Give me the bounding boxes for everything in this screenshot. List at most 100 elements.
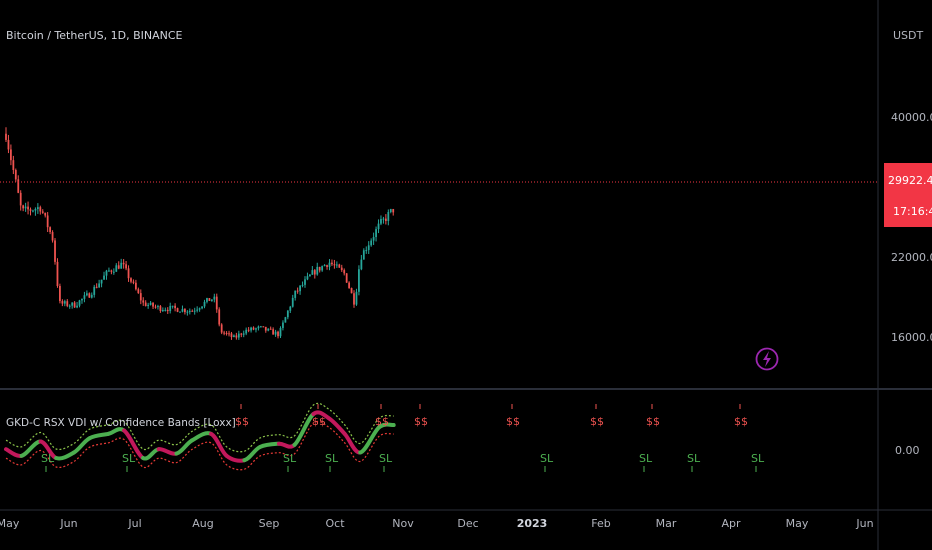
candle-body: [355, 291, 358, 305]
symbol-title[interactable]: Bitcoin / TetherUS, 1D, BINANCE: [6, 29, 183, 42]
candle-body: [340, 267, 343, 271]
candle-body: [19, 192, 22, 206]
candle-body: [370, 240, 373, 246]
candle-body: [208, 298, 211, 301]
vdi-line-segment: [358, 425, 382, 455]
candle-body: [348, 282, 351, 289]
time-tick-label: Mar: [656, 517, 677, 530]
candle-body: [117, 265, 120, 269]
candle-body: [100, 279, 103, 284]
time-tick-label: 2023: [517, 517, 548, 530]
candle-body: [372, 237, 375, 241]
candle-body: [269, 328, 272, 330]
candle-body: [210, 299, 213, 301]
candle-body: [250, 327, 252, 331]
take-profit-label: $$: [590, 415, 604, 428]
currency-label: USDT: [893, 29, 924, 42]
candle-body: [51, 232, 54, 241]
candle-body: [110, 270, 113, 272]
candle-body: [230, 333, 233, 338]
candle-body: [49, 227, 52, 233]
candle-body: [32, 210, 34, 212]
candle-body: [152, 302, 154, 307]
candle-body: [242, 333, 245, 335]
candle-body: [257, 326, 260, 329]
candle-body: [247, 329, 250, 331]
candle-body: [267, 328, 270, 331]
candle-body: [157, 306, 159, 308]
candle-body: [181, 308, 184, 312]
candle-body: [171, 305, 174, 307]
candle-body: [184, 308, 186, 313]
candle-body: [272, 329, 275, 335]
current-price-badge: [884, 163, 932, 227]
flash-badge-icon[interactable]: [755, 347, 779, 371]
vdi-line-segment: [87, 431, 111, 441]
stop-loss-label: SL: [41, 452, 55, 465]
candle-body: [159, 306, 162, 311]
candle-body: [61, 301, 64, 304]
candle-body: [323, 265, 326, 267]
candle-body: [71, 302, 74, 306]
candle-body: [137, 289, 140, 294]
take-profit-label: $$: [506, 415, 520, 428]
candle-body: [353, 293, 355, 305]
candle-body: [301, 284, 304, 286]
candle-body: [201, 306, 203, 309]
candle-body: [59, 285, 61, 302]
time-tick-label: Nov: [392, 517, 414, 530]
time-axis: May Jun Jul Aug Sep Oct Nov Dec 2023 Feb Mar Apr May…: [0, 517, 874, 530]
stop-loss-label: SL: [540, 452, 554, 465]
candle-body: [264, 326, 267, 331]
indicator-tick: 0.00: [895, 444, 920, 457]
candle-body: [338, 264, 341, 268]
stop-loss-label: SL: [122, 452, 136, 465]
take-profit-label: $$: [375, 415, 389, 428]
candle-body: [41, 211, 44, 213]
candle-body: [63, 301, 66, 304]
candle-body: [127, 268, 130, 279]
candle-body: [392, 209, 395, 213]
candle-body: [389, 209, 392, 213]
candle-body: [223, 332, 226, 334]
candle-body: [88, 293, 91, 298]
vdi-line-segment: [19, 439, 43, 458]
candle-body: [380, 219, 382, 224]
candle-body: [12, 160, 15, 171]
take-profit-label: $$: [235, 415, 249, 428]
candle-body: [73, 302, 76, 308]
candle-body: [367, 245, 370, 251]
candle-body: [108, 270, 110, 272]
indicator-title[interactable]: GKD-C RSX VDI w/ Confidence Bands [Loxx]: [6, 417, 236, 429]
time-tick-label: Jun: [59, 517, 77, 530]
candle-body: [166, 309, 169, 312]
vdi-line-segment: [257, 441, 281, 449]
candle-body: [196, 309, 199, 311]
candle-body: [125, 264, 127, 269]
candle-body: [284, 317, 287, 323]
candle-body: [333, 264, 336, 266]
candle-body: [279, 327, 282, 337]
stop-loss-label: SL: [325, 452, 339, 465]
candle-body: [291, 297, 294, 307]
time-tick-label: May: [786, 517, 809, 530]
time-tick-label: Jul: [127, 517, 141, 530]
candle-body: [277, 331, 279, 337]
bar-countdown-label: 17:16:47: [893, 205, 932, 218]
candle-body: [90, 294, 93, 298]
candle-body: [274, 331, 277, 335]
candle-body: [304, 279, 306, 285]
candle-body: [34, 209, 37, 211]
candle-body: [98, 283, 101, 288]
candle-body: [350, 288, 353, 294]
candle-body: [308, 274, 311, 277]
candle-body: [191, 310, 194, 312]
candle-body: [176, 308, 179, 312]
vdi-line-segment: [156, 447, 179, 456]
candle-body: [225, 333, 228, 335]
candle-body: [362, 250, 365, 260]
candle-body: [161, 309, 164, 311]
stop-loss-label: SL: [283, 452, 297, 465]
candle-body: [384, 218, 387, 221]
candle-body: [66, 301, 69, 306]
